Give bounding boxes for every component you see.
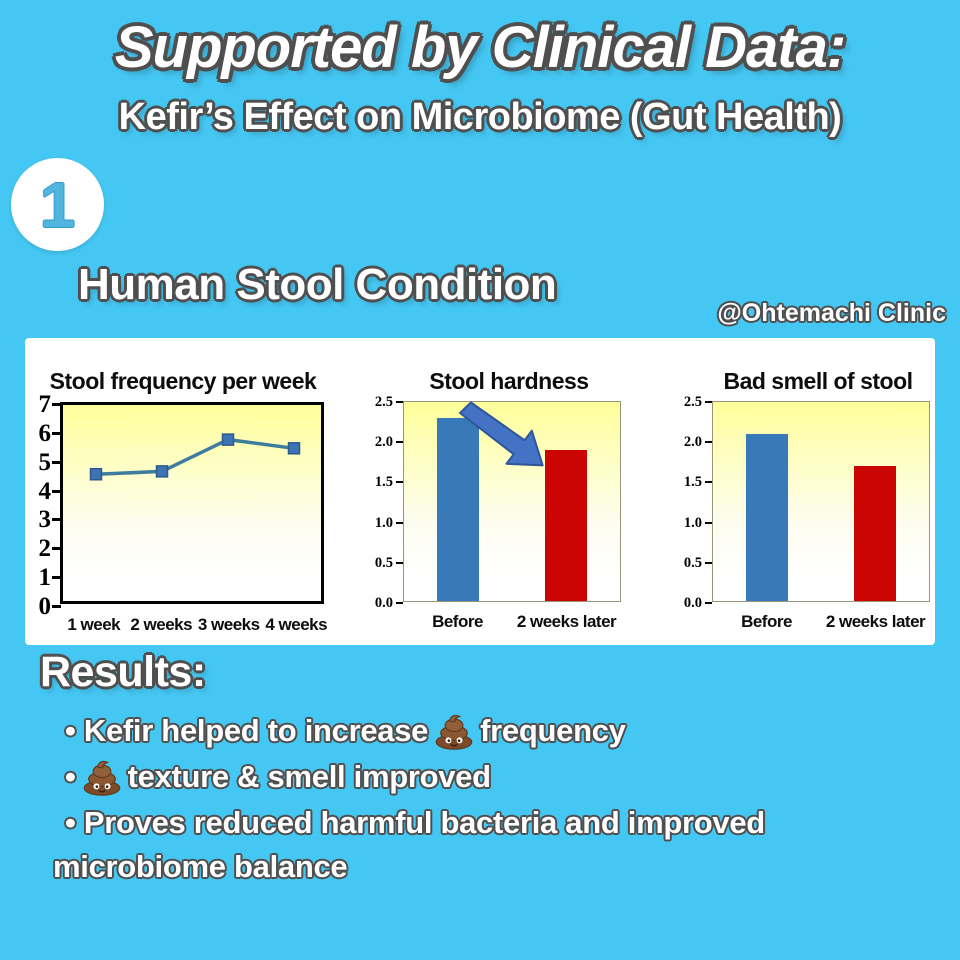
hardness-chart-plot xyxy=(403,401,621,602)
smell-chart-y-ticks xyxy=(705,401,712,604)
axis-tick-mark xyxy=(396,601,403,604)
smell-chart-title: Bad smell of stool xyxy=(723,368,913,394)
bar-before xyxy=(746,433,788,601)
line-chart-y-ticks xyxy=(52,403,61,608)
x-tick-label: 4 weeks xyxy=(265,615,328,634)
axis-tick-mark xyxy=(396,561,403,564)
hardness-bars xyxy=(404,402,620,601)
step-number-badge: 1 xyxy=(11,158,104,251)
poop-icon xyxy=(435,714,473,750)
y-tick-label: 4 xyxy=(38,477,52,505)
attribution: @Ohtemachi Clinic xyxy=(717,299,946,327)
x-tick-label: 1 week xyxy=(67,615,121,634)
x-tick-label: 2 weeks later xyxy=(516,612,617,631)
bar-slot xyxy=(821,402,929,601)
data-point-marker xyxy=(155,465,169,478)
axis-tick-mark xyxy=(52,518,61,522)
y-tick-label: 1 xyxy=(38,564,52,592)
bullet-text: texture & smell improved xyxy=(127,759,492,794)
bullet-text: • xyxy=(65,759,76,794)
smell-chart-y-axis: 2.5 2.0 1.5 1.0 0.5 0.0 xyxy=(660,393,702,612)
smell-chart-x-axis: Before 2 weeks later xyxy=(712,612,930,632)
data-point-marker xyxy=(287,442,301,455)
axis-tick-mark xyxy=(52,576,61,580)
y-tick-label: 2.0 xyxy=(683,434,702,451)
axis-tick-mark xyxy=(705,601,712,604)
result-bullet-frequency: • Kefir helped to increase frequency xyxy=(40,709,898,753)
axis-tick-mark xyxy=(705,561,712,564)
data-point-marker xyxy=(89,468,103,481)
result-bullet-microbiome: • Proves reduced harmful bacteria and im… xyxy=(40,801,898,889)
axis-tick-mark xyxy=(705,521,712,524)
y-tick-label: 2 xyxy=(38,535,52,563)
bar-slot xyxy=(512,402,620,601)
axis-tick-mark xyxy=(705,401,712,403)
section-heading: Human Stool Condition xyxy=(78,260,557,309)
y-tick-label: 7 xyxy=(38,391,52,418)
smell-chart-plot xyxy=(712,401,930,602)
y-tick-label: 6 xyxy=(38,419,52,447)
hardness-chart-y-ticks xyxy=(396,401,403,604)
y-tick-label: 0.0 xyxy=(374,594,393,611)
x-tick-label: 2 weeks later xyxy=(825,612,926,631)
y-tick-label: 2.5 xyxy=(683,394,702,410)
page-title: Supported by Clinical Data: xyxy=(114,15,846,80)
axis-tick-mark xyxy=(396,521,403,524)
bullet-text: • Kefir helped to increase xyxy=(65,713,429,748)
hardness-chart-y-axis: 2.5 2.0 1.5 1.0 0.5 0.0 xyxy=(351,393,393,612)
page-subtitle: Kefir’s Effect on Microbiome (Gut Health… xyxy=(118,96,842,138)
y-tick-label: 3 xyxy=(38,506,52,534)
y-tick-label: 0.0 xyxy=(683,594,702,611)
bullet-text: • Proves reduced harmful bacteria and im… xyxy=(53,805,765,884)
axis-tick-mark xyxy=(52,547,61,551)
frequency-line-series xyxy=(89,433,301,481)
bar-slot xyxy=(404,402,512,601)
axis-tick-mark xyxy=(396,401,403,403)
axis-tick-mark xyxy=(396,441,403,444)
axis-tick-mark xyxy=(705,481,712,484)
x-tick-label: Before xyxy=(432,612,483,631)
axis-tick-mark xyxy=(705,441,712,444)
y-tick-label: 1.0 xyxy=(683,514,702,531)
hardness-chart-title: Stool hardness xyxy=(429,368,589,394)
line-chart-plot xyxy=(60,402,324,604)
axis-tick-mark xyxy=(52,403,61,406)
y-tick-label: 2.5 xyxy=(374,394,393,410)
y-tick-label: 0.5 xyxy=(374,554,393,571)
step-number: 1 xyxy=(39,168,76,241)
line-chart-title: Stool frequency per week xyxy=(49,368,317,394)
y-tick-label: 1.5 xyxy=(683,474,702,491)
bar-slot xyxy=(713,402,821,601)
y-tick-label: 5 xyxy=(38,448,52,476)
results-section: Results: • Kefir helped to increase freq… xyxy=(40,648,898,889)
y-tick-label: 2.0 xyxy=(374,434,393,451)
axis-tick-mark xyxy=(396,481,403,484)
poop-icon xyxy=(83,760,120,796)
hardness-chart-x-axis: Before 2 weeks later xyxy=(403,612,621,632)
bar-before xyxy=(437,417,479,601)
axis-tick-mark xyxy=(52,431,61,435)
y-tick-label: 0 xyxy=(38,592,52,620)
data-point-marker xyxy=(221,433,235,446)
x-tick-label: Before xyxy=(741,612,792,631)
bullet-text: frequency xyxy=(480,713,626,748)
x-tick-label: 2 weeks xyxy=(130,615,193,634)
bar-2-weeks-later xyxy=(854,465,896,601)
axis-tick-mark xyxy=(52,489,61,493)
bar-2-weeks-later xyxy=(545,449,587,601)
x-tick-label: 3 weeks xyxy=(197,615,260,634)
axis-tick-mark xyxy=(52,460,61,464)
result-bullet-texture: • texture & smell improved xyxy=(40,755,898,799)
axis-tick-mark xyxy=(52,604,61,608)
smell-bars xyxy=(713,402,929,601)
results-heading: Results: xyxy=(40,648,206,696)
y-tick-label: 1.0 xyxy=(374,514,393,531)
y-tick-label: 0.5 xyxy=(683,554,702,571)
line-chart-x-axis: 1 week 2 weeks 3 weeks 4 weeks xyxy=(60,615,330,635)
y-tick-label: 1.5 xyxy=(374,474,393,491)
